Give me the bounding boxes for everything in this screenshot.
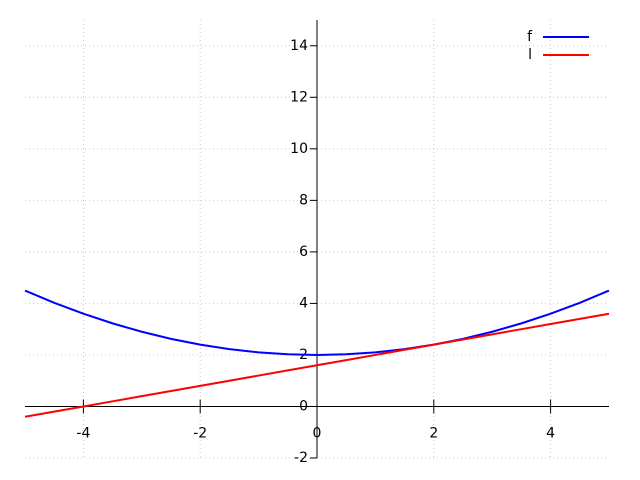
y-tick-label: -2	[294, 450, 308, 466]
y-tick-label: 12	[290, 89, 308, 105]
series-line	[24, 312, 610, 418]
y-tick-label: 8	[299, 192, 308, 208]
legend-label: l	[528, 47, 532, 63]
y-tick-label: 0	[299, 398, 308, 414]
y-tick-label: 6	[299, 244, 308, 260]
x-tick-label: -4	[76, 425, 90, 441]
y-tick-label: 10	[290, 141, 308, 157]
series-line	[24, 289, 610, 356]
x-tick-label: -2	[193, 425, 207, 441]
y-tick-label: 4	[299, 295, 308, 311]
x-tick-label: 0	[313, 425, 322, 441]
x-tick-label: 4	[546, 425, 555, 441]
y-tick-label: 14	[290, 38, 308, 54]
legend-label: f	[527, 29, 533, 45]
x-tick-label: 2	[429, 425, 438, 441]
